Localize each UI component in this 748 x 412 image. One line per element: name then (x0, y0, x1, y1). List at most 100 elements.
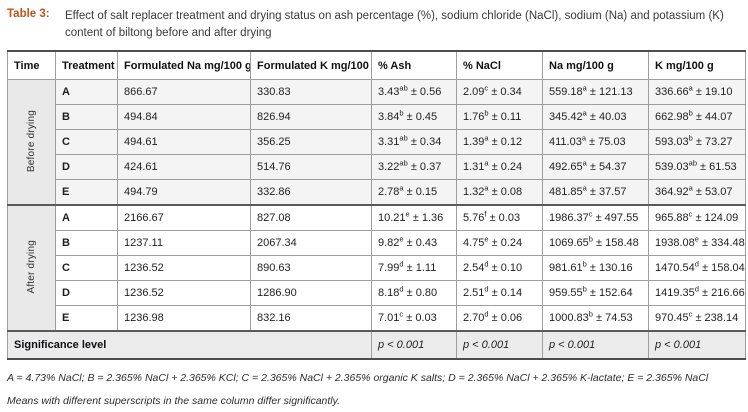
nacl-superscript: a (484, 158, 489, 168)
na-superscript: a (582, 158, 587, 168)
na-value-cell: 1000.83b ± 74.53 (542, 305, 649, 332)
row-group-label-text: After drying (26, 240, 37, 294)
column-header-time: Time (7, 50, 56, 81)
k-superscript: d (694, 259, 699, 269)
ash-value-cell: 10.21e ± 1.36 (371, 204, 457, 232)
na-superscript: a (582, 83, 587, 93)
significance-row: Significance level p < 0.001 p < 0.001 p… (7, 330, 746, 361)
k-superscript: ab (688, 158, 697, 168)
na-value-cell: 559.18a ± 121.13 (542, 79, 649, 106)
formulated-na-cell: 424.61 (117, 154, 251, 181)
table-body: Before drying A 866.67 330.83 3.43ab ± 0.56 2… (7, 79, 746, 332)
formulated-k-cell: 330.83 (250, 79, 372, 106)
na-superscript: a (582, 183, 587, 193)
na-superscript: a (582, 108, 587, 118)
nacl-superscript: b (484, 108, 489, 118)
column-header-formulated-na: Formulated Na mg/100 g (117, 50, 251, 81)
treatment-cell: C (55, 255, 118, 282)
nacl-superscript: d (484, 259, 489, 269)
column-header-k: K mg/100 g (648, 50, 746, 81)
column-header-ash: % Ash (371, 50, 457, 81)
data-table: Time Treatment Formulated Na mg/100 g Fo… (7, 50, 746, 361)
k-superscript: d (694, 284, 699, 294)
formulated-na-cell: 2166.67 (117, 204, 251, 232)
significance-k: p < 0.001 (648, 330, 746, 361)
table-title-text: Effect of salt replacer treatment and dr… (65, 10, 724, 39)
formulated-k-cell: 826.94 (250, 104, 372, 131)
na-superscript: b (588, 234, 593, 244)
formulated-na-cell: 1236.52 (117, 255, 251, 282)
treatment-cell: B (55, 104, 118, 131)
nacl-superscript: f (484, 209, 487, 219)
ash-superscript: d (399, 284, 404, 294)
formulated-na-cell: 1237.11 (117, 230, 251, 257)
k-superscript: a (688, 83, 693, 93)
ash-superscript: ab (399, 133, 408, 143)
nacl-value-cell: 2.51d ± 0.14 (456, 280, 543, 307)
nacl-superscript: e (484, 234, 489, 244)
formulated-k-cell: 2067.34 (250, 230, 372, 257)
k-value-cell: 970.45c ± 238.14 (648, 305, 746, 332)
na-value-cell: 481.85a ± 37.57 (542, 179, 649, 206)
row-group-label-text: Before drying (26, 109, 37, 172)
na-superscript: a (581, 133, 586, 143)
formulated-na-cell: 494.61 (117, 129, 251, 156)
nacl-value-cell: 1.76b ± 0.11 (456, 104, 543, 131)
header-row: Time Treatment Formulated Na mg/100 g Fo… (7, 50, 746, 81)
k-superscript: e (694, 234, 699, 244)
table-row: After drying A 2166.67 827.08 10.21e ± 1.36 5… (7, 204, 746, 332)
ash-superscript: b (399, 108, 404, 118)
formulated-k-cell: 890.63 (250, 255, 372, 282)
formulated-k-cell: 514.76 (250, 154, 372, 181)
nacl-value-cell: 2.70d ± 0.06 (456, 305, 543, 332)
k-value-cell: 965.88c ± 124.09 (648, 204, 746, 232)
nacl-superscript: d (484, 309, 489, 319)
k-superscript: a (688, 183, 693, 193)
formulated-na-cell: 866.67 (117, 79, 251, 106)
nacl-superscript: a (484, 183, 489, 193)
nacl-superscript: a (484, 133, 489, 143)
ash-value-cell: 7.01c ± 0.03 (371, 305, 457, 332)
table-row: B 494.84 826.94 3.84b ± 0.45 1.76b ± 0.11 345… (8, 104, 746, 131)
table-row: C 494.61 356.25 3.31ab ± 0.34 1.39a ± 0.12 41… (8, 129, 746, 156)
formulated-na-cell: 1236.98 (117, 305, 251, 332)
table-row: B 1237.11 2067.34 9.82e ± 0.43 4.75e ± 0.24 1… (8, 230, 746, 257)
k-superscript: c (688, 309, 693, 319)
table-number-label: Table 3: (7, 8, 50, 20)
ash-superscript: ab (399, 158, 408, 168)
k-superscript: b (688, 133, 693, 143)
table-row: Before drying A 866.67 330.83 3.43ab ± 0.56 2… (7, 79, 746, 206)
k-value-cell: 336.66a ± 19.10 (648, 79, 746, 106)
table-caption: Table 3: Effect of salt replacer treatme… (7, 8, 744, 41)
na-value-cell: 411.03a ± 75.03 (542, 129, 649, 156)
k-value-cell: 1938.08e ± 334.48 (648, 230, 746, 257)
treatment-cell: D (55, 280, 118, 307)
ash-superscript: e (399, 234, 404, 244)
footnote-treatments: A = 4.73% NaCl; B = 2.365% NaCl + 2.365%… (7, 372, 709, 385)
nacl-value-cell: 1.39a ± 0.12 (456, 129, 543, 156)
treatment-cell: E (55, 305, 118, 332)
significance-label: Significance level (7, 330, 372, 361)
k-value-cell: 662.98b ± 44.07 (648, 104, 746, 131)
ash-value-cell: 9.82e ± 0.43 (371, 230, 457, 257)
ash-value-cell: 3.84b ± 0.45 (371, 104, 457, 131)
column-header-nacl: % NaCl (456, 50, 543, 81)
ash-superscript: a (399, 183, 404, 193)
table-row: E 494.79 332.86 2.78a ± 0.15 1.32a ± 0.08 481… (8, 179, 746, 206)
nacl-value-cell: 2.09c ± 0.34 (456, 79, 543, 106)
formulated-na-cell: 1236.52 (117, 280, 251, 307)
k-superscript: b (688, 108, 693, 118)
table-row: C 1236.52 890.63 7.99d ± 1.11 2.54d ± 0.10 98… (8, 255, 746, 282)
row-group-label: Before drying (7, 79, 56, 206)
formulated-k-cell: 1286.90 (250, 280, 372, 307)
ash-value-cell: 7.99d ± 1.11 (371, 255, 457, 282)
ash-value-cell: 3.22ab ± 0.37 (371, 154, 457, 181)
nacl-superscript: c (484, 83, 489, 93)
significance-nacl: p < 0.001 (456, 330, 543, 361)
ash-superscript: ab (399, 83, 408, 93)
nacl-value-cell: 5.76f ± 0.03 (456, 204, 543, 232)
k-value-cell: 1419.35d ± 216.66 (648, 280, 746, 307)
ash-superscript: e (405, 209, 410, 219)
na-value-cell: 1069.65b ± 158.48 (542, 230, 649, 257)
